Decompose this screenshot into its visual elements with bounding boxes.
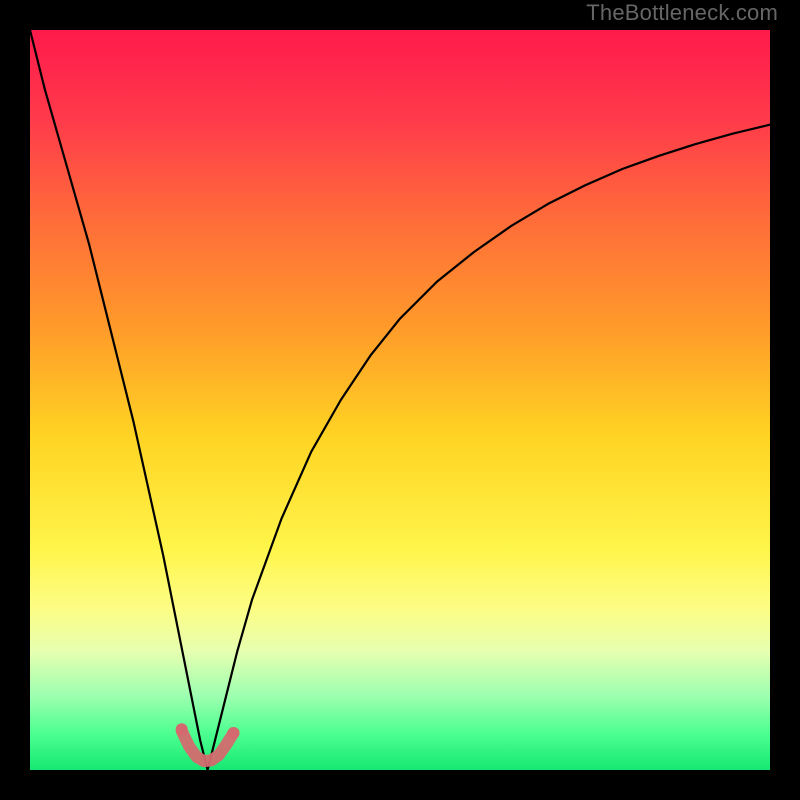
chart-svg <box>0 0 800 800</box>
chart-frame: TheBottleneck.com <box>0 0 800 800</box>
watermark-text: TheBottleneck.com <box>586 0 778 26</box>
